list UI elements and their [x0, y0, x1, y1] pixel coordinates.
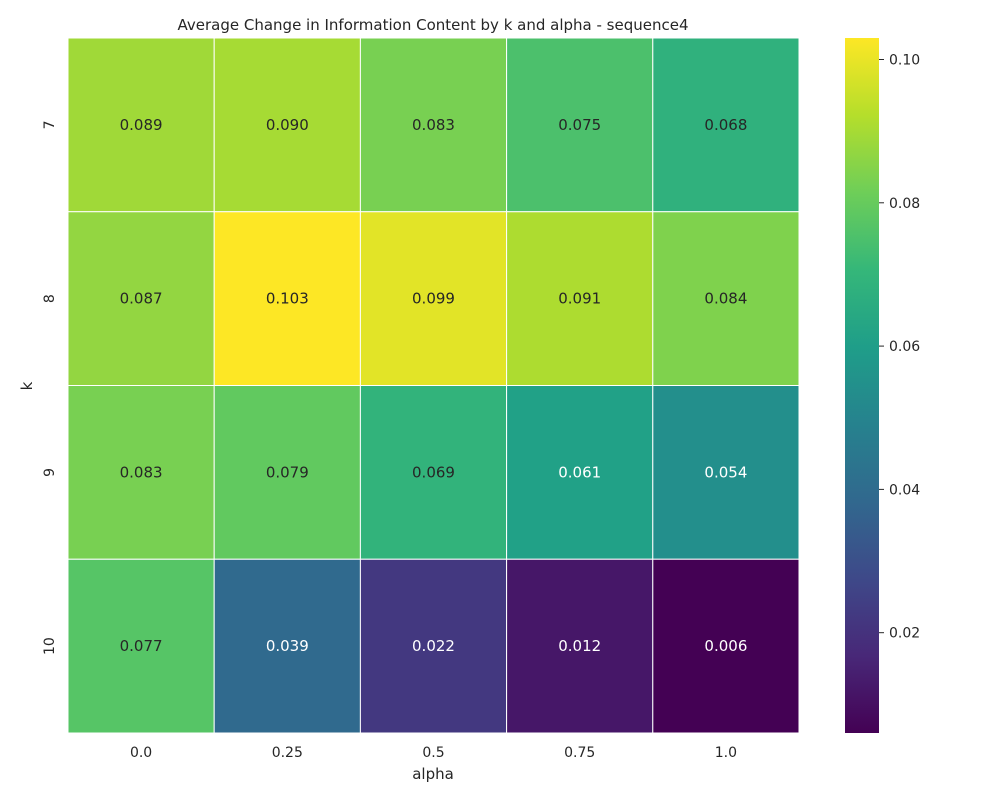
colorbar-ticks: 0.02 0.04 0.06 0.08 0.10: [879, 52, 920, 642]
x-tick-label: 0.75: [564, 745, 595, 761]
chart-title: Average Change in Information Content by…: [178, 16, 689, 34]
x-tick-label: 0.0: [130, 745, 152, 761]
cell-value-label: 0.083: [412, 116, 455, 134]
heatmap-cell: [506, 558, 654, 734]
heatmap-cell: [359, 385, 508, 560]
cell-value-label: 0.068: [704, 116, 747, 134]
cell-value-label: 0.087: [120, 290, 163, 308]
heatmap-cell: [359, 558, 508, 734]
cell-value-label: 0.091: [558, 290, 601, 308]
heatmap-cell: [67, 211, 215, 386]
heatmap-cells: 0.089 0.090 0.083 0.075 0.068 0.087 0.103 0.099…: [67, 37, 800, 734]
heatmap-cell: [359, 37, 508, 213]
y-axis-label: k: [18, 381, 36, 390]
cell-value-label: 0.077: [120, 637, 163, 655]
y-tick-label: 8: [42, 294, 58, 303]
y-tick-label: 7: [42, 120, 58, 129]
heatmap-cell: [652, 385, 800, 560]
heatmap-cell: [213, 385, 361, 560]
cell-value-label: 0.012: [558, 637, 601, 655]
cell-value-label: 0.089: [120, 116, 163, 134]
heatmap-cell: [67, 37, 215, 213]
colorbar: [845, 38, 879, 733]
colorbar-tick-label: 0.10: [889, 52, 920, 68]
x-tick-label: 0.25: [272, 745, 303, 761]
cell-value-label: 0.083: [120, 463, 163, 481]
heatmap-cell: [506, 37, 654, 213]
heatmap-cell: [213, 37, 361, 213]
colorbar-tick-label: 0.02: [889, 626, 920, 642]
y-tick-label: 9: [42, 468, 58, 477]
heatmap-cell: [506, 385, 654, 560]
heatmap-cell: [652, 211, 800, 386]
x-tick-label: 0.5: [422, 745, 444, 761]
heatmap-cell: [652, 558, 800, 734]
heatmap-cell: [213, 558, 361, 734]
cell-value-label: 0.069: [412, 463, 455, 481]
heatmap-cell: [67, 558, 215, 734]
cell-value-label: 0.061: [558, 463, 601, 481]
cell-value-label: 0.090: [266, 116, 309, 134]
cell-value-label: 0.084: [704, 290, 747, 308]
cell-value-label: 0.103: [266, 290, 309, 308]
cell-value-label: 0.099: [412, 290, 455, 308]
cell-value-label: 0.022: [412, 637, 455, 655]
x-axis-label: alpha: [412, 765, 454, 783]
x-axis-ticks: 0.0 0.25 0.5 0.75 1.0: [130, 745, 737, 761]
heatmap-cell: [652, 37, 800, 213]
colorbar-tick-label: 0.08: [889, 196, 920, 212]
cell-value-label: 0.054: [704, 463, 747, 481]
y-tick-label: 10: [42, 637, 58, 655]
cell-value-label: 0.079: [266, 463, 309, 481]
heatmap-cell: [359, 211, 508, 386]
heatmap-cell: [213, 211, 361, 386]
colorbar-tick-label: 0.06: [889, 339, 920, 355]
cell-value-label: 0.039: [266, 637, 309, 655]
x-tick-label: 1.0: [715, 745, 737, 761]
colorbar-tick-label: 0.04: [889, 482, 920, 498]
cell-value-label: 0.006: [704, 637, 747, 655]
cell-value-label: 0.075: [558, 116, 601, 134]
y-axis-ticks: 7 8 9 10: [42, 120, 58, 655]
